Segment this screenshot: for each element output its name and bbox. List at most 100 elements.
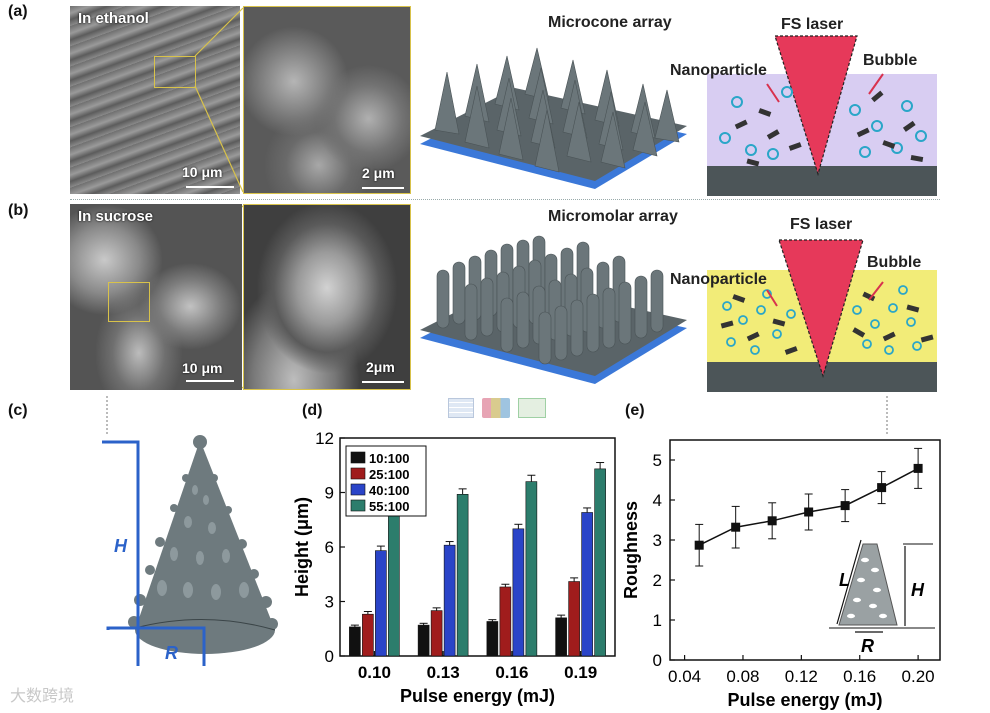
inset-label-R: R: [861, 636, 874, 656]
radius-label-R: R: [165, 643, 178, 663]
x-tick-label: 0.20: [902, 667, 935, 686]
y-tick-label: 4: [653, 491, 662, 510]
sem-image-sucrose-high-mag: 2μm: [243, 204, 411, 390]
micromolar-array-title: Micromolar array: [548, 208, 678, 225]
legend-swatch: [350, 483, 366, 496]
data-point: [840, 501, 850, 511]
scale-bar: [186, 186, 234, 188]
nanoparticle-glyphs: [720, 291, 934, 355]
cone-pits: [157, 485, 249, 600]
data-point: [694, 540, 704, 550]
scale-label-10um: 10 μm: [182, 360, 223, 376]
y-tick-label: 6: [325, 538, 334, 557]
y-tick-label: 5: [653, 451, 662, 470]
scale-bar: [362, 381, 404, 383]
inset-pit: [853, 597, 861, 603]
row-divider: [70, 199, 940, 201]
laser-schematic-ethanol: [707, 35, 937, 196]
nanoparticle-label: Nanoparticle: [670, 271, 767, 288]
sem-image-ethanol-low-mag: In ethanol 10 μm: [70, 6, 240, 194]
sem-title-ethanol: In ethanol: [78, 10, 149, 27]
x-tick-label: 0.10: [358, 663, 391, 682]
inset-label-H: H: [911, 580, 925, 600]
microcone-array-illustration: [420, 47, 687, 189]
legend-swatch: [350, 451, 366, 464]
inset-pit: [879, 613, 887, 619]
line-chart-roughness: 0 1 2 3 4 5 0.04 0.08 0.12 0.16 0.20 Pulse energy (…: [621, 439, 941, 710]
zoom-box: [108, 282, 150, 322]
inset-label-L: L: [839, 570, 850, 590]
y-axis-label: Roughness: [621, 501, 641, 599]
legend-label: 10:100: [369, 451, 409, 466]
scale-bar: [362, 187, 404, 189]
x-tick-label: 0.16: [495, 663, 528, 682]
laser-beam: [778, 239, 864, 379]
height-label-H: H: [114, 536, 127, 556]
y-tick-label: 2: [653, 571, 662, 590]
panel-label-a: (a): [8, 3, 28, 20]
y-tick-label: 3: [325, 593, 334, 612]
zoom-box: [154, 56, 196, 88]
substrate: [707, 166, 937, 196]
presentation-icon: [518, 398, 546, 418]
bar-chart-height: 0 3 6 9 12 0.10 0.13 0.16 0.19 Pulse energy (mJ) H…: [292, 429, 616, 706]
inset-cone: L H R: [829, 539, 935, 656]
scale-label-10um: 10 μm: [182, 164, 223, 180]
bar: [443, 544, 456, 657]
bar: [512, 528, 525, 657]
panel-label-c: (c): [8, 402, 28, 419]
legend-label: 55:100: [369, 499, 409, 514]
sem-title-sucrose: In sucrose: [78, 208, 154, 225]
bar-chart-icon: [482, 398, 510, 418]
sem-image-sucrose-low-mag: In sucrose 10 μm: [70, 204, 242, 390]
plot-frame: [669, 439, 941, 661]
legend-label: 40:100: [369, 483, 409, 498]
inset-L-arrow: [836, 539, 862, 625]
bar: [525, 481, 538, 657]
bubble-label: Bubble: [863, 52, 918, 69]
bar: [456, 494, 469, 657]
bar: [430, 610, 443, 657]
x-axis-label: Pulse energy (mJ): [727, 690, 882, 710]
legend-swatch: [350, 499, 366, 512]
bar: [555, 617, 567, 657]
single-cone-schematic: [102, 435, 278, 666]
data-point: [767, 516, 777, 526]
micromolar-array-illustration: [420, 235, 687, 384]
y-tick-label: 9: [325, 484, 334, 503]
cone-spikes: [128, 474, 278, 630]
y-tick-label: 3: [653, 531, 662, 550]
x-tick-label: 0.12: [785, 667, 818, 686]
nanoparticle-label: Nanoparticle: [670, 62, 767, 79]
data-point: [913, 463, 923, 473]
bar: [349, 626, 361, 657]
scale-bar: [186, 380, 234, 382]
bar: [375, 550, 387, 657]
microcone-array-title: Microcone array: [548, 14, 672, 31]
inset-pit: [869, 603, 877, 609]
x-tick-label: 0.13: [427, 663, 460, 682]
inset-pit: [847, 613, 855, 619]
y-tick-label: 0: [653, 651, 662, 670]
panel-label-d: (d): [302, 402, 323, 419]
chart-toolbar-icons: [448, 396, 546, 420]
panel-label-b: (b): [8, 202, 29, 219]
data-point: [804, 507, 814, 517]
legend-swatch: [350, 467, 366, 480]
x-tick-label: 0.19: [564, 663, 597, 682]
bar: [388, 510, 400, 657]
laser-beam: [774, 35, 858, 177]
inset-pit: [873, 587, 881, 593]
watermark: 大数跨境: [10, 686, 75, 705]
scale-label-2um: 2μm: [366, 359, 395, 375]
bar: [499, 586, 512, 657]
data-point: [877, 483, 887, 493]
bar: [362, 613, 374, 657]
inset-cone-body: [838, 543, 898, 626]
bubble-label: Bubble: [867, 254, 922, 271]
table-icon: [448, 398, 474, 418]
scale-label-2um: 2 μm: [362, 165, 395, 181]
laser-label: FS laser: [781, 16, 844, 33]
bar: [417, 624, 430, 657]
